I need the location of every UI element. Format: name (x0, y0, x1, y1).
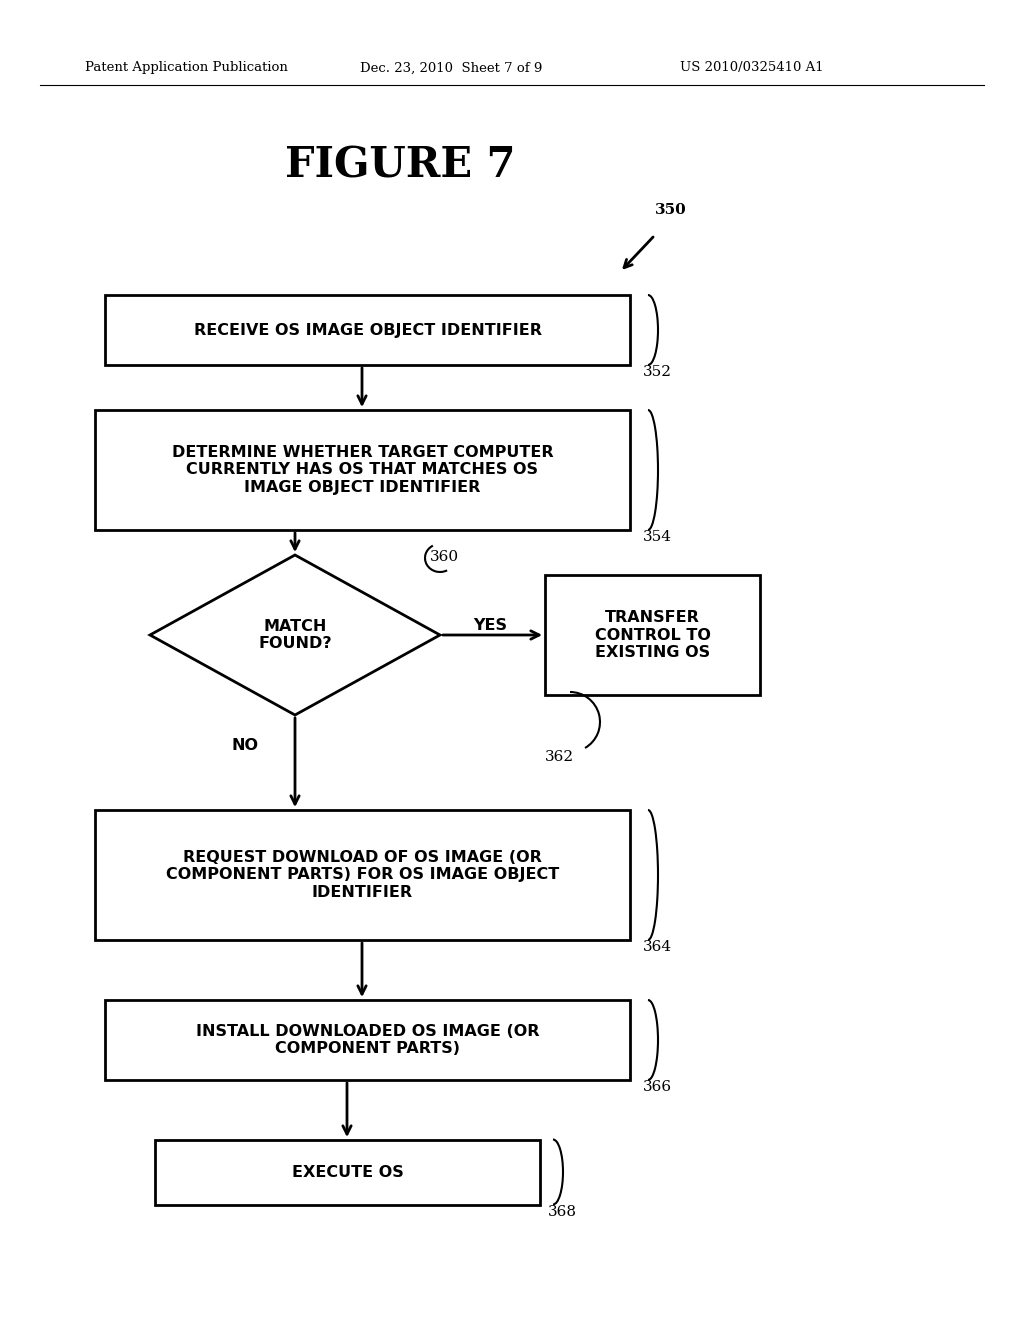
Text: US 2010/0325410 A1: US 2010/0325410 A1 (680, 62, 823, 74)
Text: RECEIVE OS IMAGE OBJECT IDENTIFIER: RECEIVE OS IMAGE OBJECT IDENTIFIER (194, 322, 542, 338)
Text: 360: 360 (430, 550, 459, 564)
Bar (155, 1140, 540, 1205)
Text: DETERMINE WHETHER TARGET COMPUTER
CURRENTLY HAS OS THAT MATCHES OS
IMAGE OBJECT : DETERMINE WHETHER TARGET COMPUTER CURREN… (172, 445, 553, 495)
Bar (95, 411, 630, 531)
Bar (545, 576, 760, 696)
Text: FIGURE 7: FIGURE 7 (285, 144, 515, 186)
Text: NO: NO (231, 738, 258, 752)
Text: EXECUTE OS: EXECUTE OS (292, 1166, 403, 1180)
Text: 352: 352 (643, 366, 672, 379)
Bar (105, 1001, 630, 1080)
Text: Patent Application Publication: Patent Application Publication (85, 62, 288, 74)
Text: REQUEST DOWNLOAD OF OS IMAGE (OR
COMPONENT PARTS) FOR OS IMAGE OBJECT
IDENTIFIER: REQUEST DOWNLOAD OF OS IMAGE (OR COMPONE… (166, 850, 559, 900)
Bar (95, 810, 630, 940)
Text: 364: 364 (643, 940, 672, 954)
Text: 354: 354 (643, 531, 672, 544)
Text: INSTALL DOWNLOADED OS IMAGE (OR
COMPONENT PARTS): INSTALL DOWNLOADED OS IMAGE (OR COMPONEN… (196, 1024, 540, 1056)
Text: 366: 366 (643, 1080, 672, 1094)
Bar (105, 294, 630, 366)
Text: Dec. 23, 2010  Sheet 7 of 9: Dec. 23, 2010 Sheet 7 of 9 (360, 62, 543, 74)
Text: 350: 350 (655, 203, 687, 216)
Text: 362: 362 (545, 750, 574, 764)
Text: YES: YES (473, 618, 507, 632)
Text: TRANSFER
CONTROL TO
EXISTING OS: TRANSFER CONTROL TO EXISTING OS (595, 610, 711, 660)
Text: 368: 368 (548, 1205, 577, 1218)
Text: MATCH
FOUND?: MATCH FOUND? (258, 619, 332, 651)
Polygon shape (150, 554, 440, 715)
